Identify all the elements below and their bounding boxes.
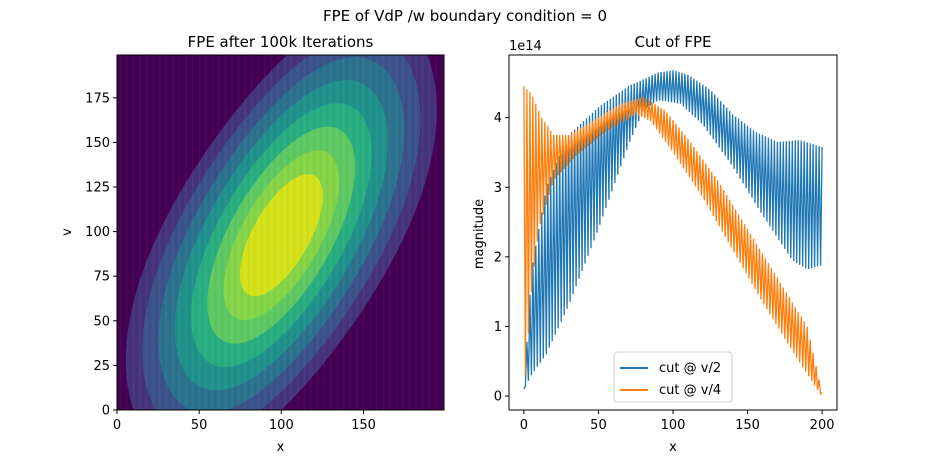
heat-ytick-label: 100 [85, 225, 110, 240]
heat-ytick-label: 25 [93, 359, 110, 374]
line-series-1 [523, 86, 823, 396]
heatmap-contours [117, 55, 444, 410]
heat-ytick-label: 125 [85, 181, 110, 196]
line-series-group [523, 70, 823, 396]
line-ylabel: magnitude [472, 199, 487, 269]
line-series-0 [523, 70, 823, 390]
figure-suptitle: FPE of VdP /w boundary condition = 0 [323, 7, 607, 25]
line-x-ticks: 0 50 100 150 200 [520, 410, 835, 433]
heat-xtick-label: 100 [269, 418, 294, 433]
legend: cut @ v/2 cut @ v/4 [613, 351, 733, 403]
heat-xtick-label: 150 [351, 418, 376, 433]
heat-xtick-label: 0 [113, 418, 121, 433]
heatmap-title: FPE after 100k Iterations [188, 33, 374, 51]
heatmap-frame [116, 54, 445, 411]
line-offset-text: 1e14 [509, 39, 542, 54]
line-ytick-label: 4 [494, 111, 502, 126]
heatmap-panel: FPE after 100k Iterations 0 50 100 150 0 25 5… [60, 33, 445, 455]
line-xtick-label: 150 [735, 418, 760, 433]
heat-ytick-label: 150 [85, 136, 110, 151]
line-panel: Cut of FPE 1e14 0 50 100 150 200 0 1 2 3 4 x mag… [472, 33, 838, 455]
line-title: Cut of FPE [634, 33, 711, 51]
line-ytick-label: 3 [494, 181, 502, 196]
heatmap-x-ticks: 0 50 100 150 [113, 410, 376, 433]
line-y-ticks: 0 1 2 3 4 [494, 111, 509, 405]
heat-ytick-label: 50 [93, 314, 110, 329]
heatmap-ylabel: v [60, 228, 75, 236]
heat-xtick-label: 50 [191, 418, 208, 433]
legend-label-v4: cut @ v/4 [659, 383, 721, 398]
line-xtick-label: 100 [661, 418, 686, 433]
heat-ytick-label: 75 [93, 270, 110, 285]
heat-ytick-label: 175 [85, 91, 110, 106]
heat-ytick-label: 0 [102, 404, 110, 419]
heat-contour-level-7 [239, 174, 323, 297]
line-ytick-label: 1 [494, 320, 502, 335]
line-ytick-label: 0 [494, 390, 502, 405]
line-xtick-label: 0 [520, 418, 528, 433]
legend-label-v2: cut @ v/2 [659, 361, 721, 376]
line-xtick-label: 200 [810, 418, 835, 433]
heatmap-y-ticks: 0 25 50 75 100 125 150 175 [85, 91, 117, 419]
line-xtick-label: 50 [590, 418, 607, 433]
heatmap-xlabel: x [277, 440, 285, 455]
line-xlabel: x [669, 440, 677, 455]
line-ytick-label: 2 [494, 250, 502, 265]
